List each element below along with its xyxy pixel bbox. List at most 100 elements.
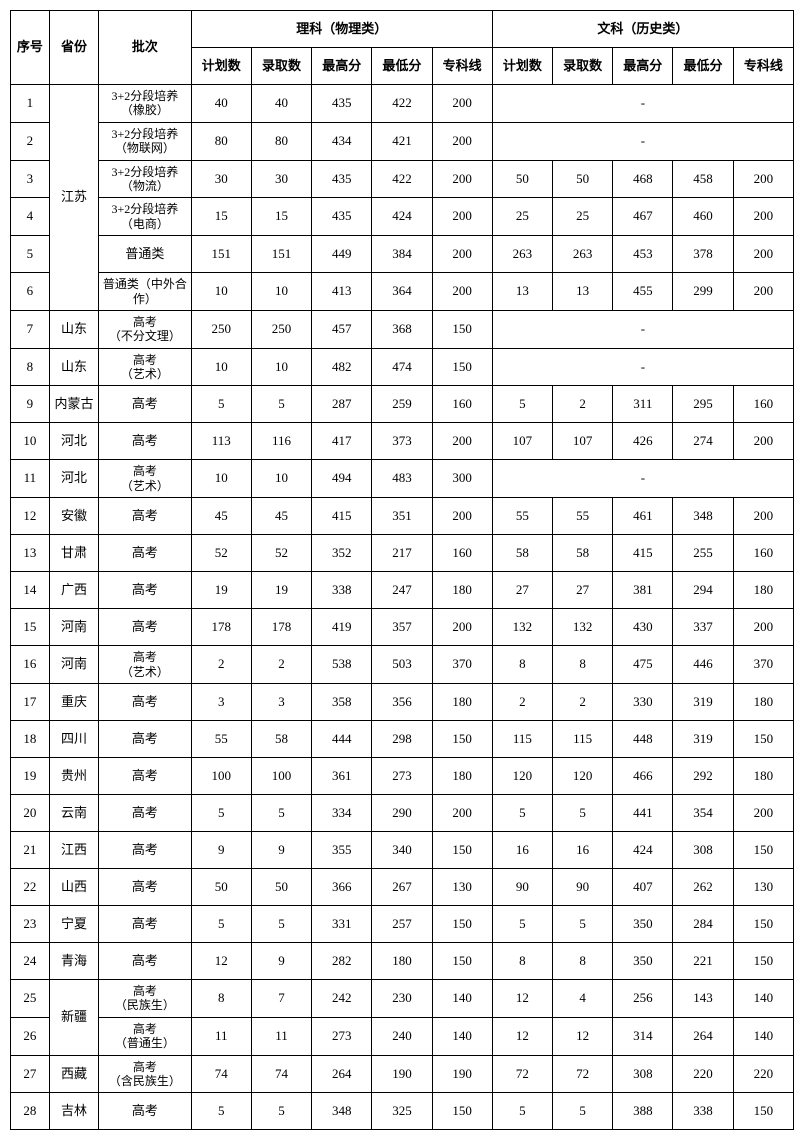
cell-arts: 294 (673, 572, 733, 609)
cell-arts: 426 (613, 423, 673, 460)
cell-science: 150 (432, 832, 492, 869)
cell-arts: 8 (552, 646, 612, 684)
cell-science: 178 (191, 609, 251, 646)
table-row: 18四川高考5558444298150115115448319150 (11, 721, 794, 758)
cell-arts: 200 (733, 198, 793, 236)
table-row: 23宁夏高考5533125715055350284150 (11, 906, 794, 943)
cell-arts: 13 (552, 273, 612, 311)
cell-science: 503 (372, 646, 432, 684)
cell-arts: 348 (673, 498, 733, 535)
cell-arts: 354 (673, 795, 733, 832)
cell-arts-dash: - (492, 348, 793, 386)
cell-science: 419 (312, 609, 372, 646)
cell-science: 150 (432, 310, 492, 348)
cell-science: 151 (191, 236, 251, 273)
cell-science: 370 (432, 646, 492, 684)
cell-arts: 12 (492, 980, 552, 1018)
cell-arts: 441 (613, 795, 673, 832)
cell-arts: 311 (613, 386, 673, 423)
cell-science: 150 (432, 943, 492, 980)
table-row: 5普通类151151449384200263263453378200 (11, 236, 794, 273)
cell-arts: 130 (733, 869, 793, 906)
table-row: 26高考（普通生）11112732401401212314264140 (11, 1017, 794, 1055)
cell-science: 7 (251, 980, 311, 1018)
cell-province: 江西 (49, 832, 98, 869)
table-row: 23+2分段培养（物联网）8080434421200- (11, 122, 794, 160)
table-row: 8山东高考（艺术）1010482474150- (11, 348, 794, 386)
cell-science: 5 (251, 386, 311, 423)
cell-seq: 6 (11, 273, 50, 311)
cell-seq: 21 (11, 832, 50, 869)
cell-arts: 256 (613, 980, 673, 1018)
table-row: 20云南高考5533429020055441354200 (11, 795, 794, 832)
cell-province: 广西 (49, 572, 98, 609)
cell-seq: 8 (11, 348, 50, 386)
table-row: 17重庆高考3335835618022330319180 (11, 684, 794, 721)
cell-science: 267 (372, 869, 432, 906)
cell-science: 80 (251, 122, 311, 160)
cell-science: 8 (191, 980, 251, 1018)
cell-batch: 高考 (99, 423, 191, 460)
cell-batch: 3+2分段培养（物流） (99, 160, 191, 198)
cell-arts: 262 (673, 869, 733, 906)
cell-arts: 338 (673, 1093, 733, 1130)
cell-science: 40 (191, 85, 251, 123)
table-body: 1江苏3+2分段培养（橡胶）4040435422200-23+2分段培养（物联网… (11, 85, 794, 1130)
cell-batch: 高考 (99, 832, 191, 869)
cell-seq: 12 (11, 498, 50, 535)
cell-arts: 140 (733, 1017, 793, 1055)
cell-science: 355 (312, 832, 372, 869)
cell-arts: 160 (733, 535, 793, 572)
cell-province: 山西 (49, 869, 98, 906)
cell-province: 云南 (49, 795, 98, 832)
cell-science: 200 (432, 160, 492, 198)
cell-science: 12 (191, 943, 251, 980)
cell-science: 200 (432, 423, 492, 460)
table-row: 14广西高考19193382471802727381294180 (11, 572, 794, 609)
cell-arts-dash: - (492, 310, 793, 348)
cell-arts: 5 (492, 795, 552, 832)
cell-arts: 132 (552, 609, 612, 646)
cell-science: 384 (372, 236, 432, 273)
cell-science: 55 (191, 721, 251, 758)
cell-arts: 415 (613, 535, 673, 572)
cell-arts: 50 (492, 160, 552, 198)
cell-science: 150 (432, 348, 492, 386)
cell-science: 2 (191, 646, 251, 684)
cell-seq: 17 (11, 684, 50, 721)
cell-arts: 5 (492, 906, 552, 943)
cell-science: 259 (372, 386, 432, 423)
cell-arts: 337 (673, 609, 733, 646)
cell-arts: 330 (613, 684, 673, 721)
cell-batch: 高考（含民族生） (99, 1055, 191, 1093)
cell-science: 80 (191, 122, 251, 160)
cell-arts: 27 (492, 572, 552, 609)
cell-science: 361 (312, 758, 372, 795)
cell-batch: 高考（不分文理） (99, 310, 191, 348)
cell-science: 474 (372, 348, 432, 386)
cell-science: 5 (191, 386, 251, 423)
cell-arts: 50 (552, 160, 612, 198)
cell-arts: 263 (492, 236, 552, 273)
cell-batch: 普通类（中外合作） (99, 273, 191, 311)
cell-arts-dash: - (492, 85, 793, 123)
table-row: 24青海高考12928218015088350221150 (11, 943, 794, 980)
cell-science: 421 (372, 122, 432, 160)
cell-science: 178 (251, 609, 311, 646)
cell-arts: 5 (552, 906, 612, 943)
cell-seq: 16 (11, 646, 50, 684)
cell-arts: 461 (613, 498, 673, 535)
cell-province: 山东 (49, 348, 98, 386)
header-a-min: 最低分 (673, 48, 733, 85)
cell-science: 130 (432, 869, 492, 906)
cell-science: 482 (312, 348, 372, 386)
cell-seq: 2 (11, 122, 50, 160)
cell-science: 10 (191, 460, 251, 498)
cell-batch: 高考 (99, 684, 191, 721)
cell-arts: 180 (733, 684, 793, 721)
cell-arts: 284 (673, 906, 733, 943)
cell-science: 140 (432, 980, 492, 1018)
cell-science: 217 (372, 535, 432, 572)
cell-science: 368 (372, 310, 432, 348)
cell-arts: 200 (733, 795, 793, 832)
